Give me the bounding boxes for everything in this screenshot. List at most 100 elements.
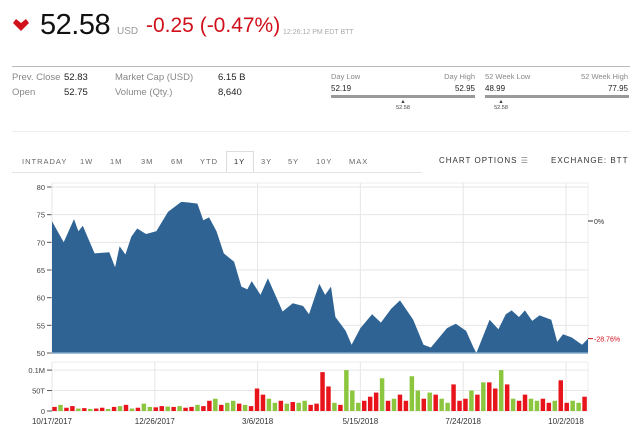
y-tick-label: 60 <box>37 294 45 303</box>
volume-bar <box>76 408 81 411</box>
volume-bar <box>439 398 444 411</box>
volume-bar <box>129 408 135 411</box>
volume-bar <box>373 392 379 411</box>
volume-bar <box>433 394 438 411</box>
52w-low-label: 52 Week Low <box>485 72 531 81</box>
volume-bar <box>135 407 141 411</box>
tab-3y[interactable]: 3Y <box>261 157 273 166</box>
volume-bar <box>272 402 278 411</box>
volume-bar <box>207 400 212 411</box>
volume-bar <box>225 402 230 411</box>
exchange-label: EXCHANGE: BTT <box>551 156 629 165</box>
volume-bar <box>367 396 373 411</box>
volume-bar <box>105 408 111 411</box>
52w-high-label: 52 Week High <box>581 72 628 81</box>
volume-bar <box>350 390 355 411</box>
volume-bar <box>564 402 569 411</box>
day-high-value: 52.95 <box>454 84 475 93</box>
y-tick-label: 75 <box>37 211 45 220</box>
pct-label-top: 0% <box>594 219 604 226</box>
tab-5y[interactable]: 5Y <box>288 157 300 166</box>
volume-bar <box>266 398 272 411</box>
52w-range-marker: ▲ 52.58 <box>494 99 508 111</box>
open-value: 52.75 <box>64 87 88 98</box>
volume-value: 8,640 <box>218 87 242 98</box>
timestamp: 12:26:12 PM EDT BTT <box>283 29 354 36</box>
volume-bar <box>338 404 343 411</box>
pct-label-bottom: -28.76% <box>594 337 620 344</box>
volume-bar <box>469 390 474 411</box>
x-tick-label: 10/17/2017 <box>32 417 73 426</box>
tab-10y[interactable]: 10Y <box>316 157 333 166</box>
volume-bar <box>123 404 129 411</box>
volume-bar <box>391 398 397 411</box>
volume-bar <box>320 372 325 411</box>
y-tick-label: 70 <box>37 238 45 247</box>
volume-bar <box>236 403 242 411</box>
x-tick-label: 10/2/2018 <box>548 417 584 426</box>
y-tick-label: 80 <box>37 183 45 192</box>
volume-bar <box>52 406 57 411</box>
volume-bar <box>457 400 462 411</box>
volume-bar <box>177 406 182 411</box>
volume-bar <box>153 407 159 411</box>
volume-bar <box>558 380 563 411</box>
volume-bar <box>475 394 480 411</box>
volume-bar <box>516 400 522 411</box>
volume-bar <box>171 406 176 411</box>
tab-6m[interactable]: 6M <box>171 157 184 166</box>
volume-bar <box>141 403 147 411</box>
x-tick-label: 5/15/2018 <box>343 417 379 426</box>
chart-options-label: CHART OPTIONS <box>439 156 518 165</box>
day-range-marker: ▲ 52.58 <box>396 99 410 111</box>
price-area <box>52 201 588 353</box>
volume-bar <box>487 382 492 411</box>
market-cap-label: Market Cap (USD) <box>115 72 194 83</box>
volume-bar <box>254 388 260 411</box>
volume-bar <box>308 404 313 411</box>
day-marker-value: 52.58 <box>396 105 410 111</box>
volume-bar <box>302 400 307 411</box>
volume-bar <box>183 407 188 411</box>
volume-bar <box>498 370 504 411</box>
volume-bar <box>534 400 540 411</box>
volume-bar <box>528 398 534 411</box>
volume-bar <box>248 406 254 411</box>
market-cap-value: 6.15 B <box>218 72 246 83</box>
volume-bar <box>230 400 236 411</box>
tab-1y[interactable]: 1Y <box>234 157 246 166</box>
tab-1m[interactable]: 1M <box>110 157 123 166</box>
volume-bar <box>70 406 75 411</box>
prev-close-label: Prev. Close <box>12 72 61 83</box>
chart-options-button[interactable]: CHART OPTIONS ☰ <box>439 156 529 165</box>
volume-bar <box>344 370 349 411</box>
volume-bar <box>356 402 361 411</box>
day-high-label: Day High <box>444 72 475 81</box>
tab-3m[interactable]: 3M <box>141 157 154 166</box>
volume-bar <box>397 394 403 411</box>
tab-intraday[interactable]: INTRADAY <box>22 157 68 166</box>
tab-max[interactable]: MAX <box>349 157 369 166</box>
volume-bar <box>576 402 581 411</box>
volume-tick-label: 0 <box>41 407 45 416</box>
volume-bar <box>314 403 319 411</box>
tab-1w[interactable]: 1W <box>80 157 94 166</box>
volume-bar <box>582 396 587 411</box>
volume-bar <box>165 406 170 411</box>
tab-ytd[interactable]: YTD <box>200 157 218 166</box>
volume-bar <box>111 406 117 411</box>
volume-bar <box>189 406 194 411</box>
volume-tick-label: 0.1M <box>28 366 45 375</box>
volume-bar <box>463 398 468 411</box>
open-label: Open <box>12 87 36 98</box>
volume-bar <box>326 386 331 411</box>
volume-bar <box>403 400 409 411</box>
menu-icon: ☰ <box>520 156 529 165</box>
last-price: 52.58 <box>40 9 111 41</box>
volume-bar <box>219 404 224 411</box>
volume-bar <box>117 406 123 411</box>
volume-bar <box>296 402 301 411</box>
volume-bar <box>332 402 337 411</box>
52w-marker-value: 52.58 <box>494 105 508 111</box>
